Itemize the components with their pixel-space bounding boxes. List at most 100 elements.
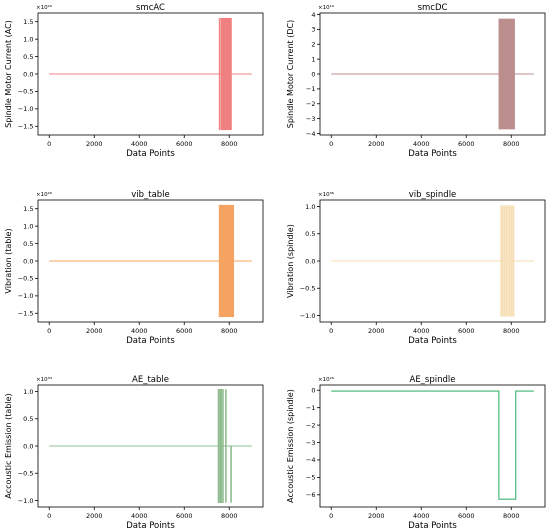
y-axis-label: Accoustic Emission (spindle) xyxy=(286,389,295,503)
y-tick-label: 1.5 xyxy=(23,205,33,213)
y-tick-label: 4 xyxy=(311,11,315,19)
y-tick-label: −3 xyxy=(306,115,316,123)
y-tick-label: −5 xyxy=(306,474,316,482)
x-tick-label: 0 xyxy=(47,327,51,335)
y-tick-label: −1.5 xyxy=(18,310,34,318)
y-axis-label: Vibration (table) xyxy=(4,228,13,293)
y-tick-label: −3 xyxy=(306,439,316,447)
x-tick-label: 2000 xyxy=(368,512,385,520)
y-tick-label: −1 xyxy=(306,85,316,93)
x-tick-label: 4000 xyxy=(131,512,148,520)
x-tick-label: 2000 xyxy=(86,140,103,148)
chart-panel-vib-spindle: 0 2000 4000 6000 8000 −1.0 −0.5 0.0 0.5 1.0 vib_sp… xyxy=(286,190,546,346)
y-tick-label: −1 xyxy=(306,404,316,412)
chart-panel-ae-spindle: 0 2000 4000 6000 8000 −6 −5 −4 −3 −2 −1 0 AE_spindle… xyxy=(286,375,546,531)
x-tick-label: 8000 xyxy=(503,140,520,148)
x-tick-label: 0 xyxy=(329,512,333,520)
x-tick-label: 8000 xyxy=(221,512,238,520)
chart-panel-vib-table: 0 2000 4000 6000 8000 −1.5 −1.0 −0.5 0.0 0.5 1.0 1.… xyxy=(4,190,264,346)
chart-title: vib_table xyxy=(131,190,170,200)
y-tick-label: 1.5 xyxy=(23,18,33,26)
y-tick-label: 0.0 xyxy=(23,442,33,450)
x-axis-label: Data Points xyxy=(408,149,457,159)
y-tick-label: 1.0 xyxy=(305,203,315,211)
x-tick-label: 2000 xyxy=(86,512,103,520)
axis-offset-text: ×10²⁹ xyxy=(36,4,52,11)
chart-title: smcDC xyxy=(418,3,448,13)
y-tick-label: −2 xyxy=(306,100,316,108)
axis-offset-text: ×10¹⁹ xyxy=(318,4,334,11)
x-tick-label: 8000 xyxy=(503,512,520,520)
x-tick-label: 6000 xyxy=(458,512,475,520)
x-tick-label: 8000 xyxy=(221,140,238,148)
signal-band-3 xyxy=(220,389,222,503)
chart-panel-ae-table: 0 2000 4000 6000 8000 −1.0 −0.5 0.0 0.5 1.0 AE_tab… xyxy=(4,375,264,531)
x-tick-label: 0 xyxy=(47,140,51,148)
signal-band-1 xyxy=(498,18,515,130)
y-axis-label: Accoustic Emission (table) xyxy=(4,393,13,498)
signal-band-2 xyxy=(220,17,232,131)
x-tick-label: 4000 xyxy=(413,512,430,520)
x-tick-label: 6000 xyxy=(458,140,475,148)
signal-band-1 xyxy=(218,17,221,131)
y-tick-label: −0.5 xyxy=(300,285,316,293)
axis-offset-text: ×10²⁹ xyxy=(36,191,52,198)
y-tick-label: −0.5 xyxy=(18,275,34,283)
y-tick-label: −1.0 xyxy=(300,312,316,320)
x-tick-label: 4000 xyxy=(131,327,148,335)
y-tick-label: 0 xyxy=(311,387,315,395)
y-tick-label: −1.0 xyxy=(18,497,34,505)
x-tick-label: 6000 xyxy=(176,327,193,335)
y-tick-label: −1.5 xyxy=(18,123,34,131)
x-axis-label: Data Points xyxy=(126,149,175,159)
y-tick-label: 0 xyxy=(311,70,315,78)
chart-title: vib_spindle xyxy=(409,190,457,200)
x-tick-label: 0 xyxy=(329,140,333,148)
chart-title: smcAC xyxy=(136,3,165,13)
y-tick-label: −1.0 xyxy=(18,105,34,113)
y-tick-label: 0.0 xyxy=(305,257,315,265)
y-tick-label: 3 xyxy=(311,26,315,34)
y-tick-label: 1 xyxy=(311,55,315,63)
x-tick-label: 6000 xyxy=(458,327,475,335)
y-tick-label: −1.0 xyxy=(18,292,34,300)
y-tick-label: 1.0 xyxy=(23,35,33,43)
y-tick-label: 0.5 xyxy=(23,415,33,423)
x-tick-label: 2000 xyxy=(368,140,385,148)
axis-offset-text: ×10³⁶ xyxy=(318,191,335,198)
y-axis-label: Vibration (spindle) xyxy=(286,224,295,298)
y-tick-label: −0.5 xyxy=(18,470,34,478)
x-axis-label: Data Points xyxy=(408,521,457,531)
y-tick-label: 0.0 xyxy=(23,70,33,78)
y-tick-label: 0.5 xyxy=(23,53,33,61)
x-tick-label: 6000 xyxy=(176,140,193,148)
y-tick-label: 0.5 xyxy=(23,240,33,248)
x-tick-label: 8000 xyxy=(503,327,520,335)
y-tick-label: −0.5 xyxy=(18,88,34,96)
x-tick-label: 2000 xyxy=(86,327,103,335)
signal-band-4 xyxy=(222,389,224,503)
y-tick-label: 1.0 xyxy=(23,388,33,396)
y-tick-label: 1.0 xyxy=(23,222,33,230)
y-axis-label: Spindle Motor Current (AC) xyxy=(4,20,13,128)
signal-band-1 xyxy=(218,204,235,318)
y-tick-label: 0.5 xyxy=(305,230,315,238)
chart-title: AE_spindle xyxy=(410,375,456,385)
y-tick-label: −4 xyxy=(306,456,316,464)
chart-panel-smcdc: 0 2000 4000 6000 8000 −4 −3 −2 −1 0 1 2 3 4 smcDC Data … xyxy=(286,3,546,159)
y-tick-label: −4 xyxy=(306,130,316,138)
y-tick-label: −6 xyxy=(306,491,316,499)
chart-title: AE_table xyxy=(132,375,169,385)
y-axis-label: Spindle Motor Current (DC) xyxy=(286,20,295,128)
y-tick-label: 0.0 xyxy=(23,257,33,265)
x-tick-label: 0 xyxy=(47,512,51,520)
x-axis-label: Data Points xyxy=(126,521,175,531)
axis-offset-text: ×10²⁶ xyxy=(318,376,335,383)
chart-panel-smcac: 0 2000 4000 6000 8000 −1.5 −1.0 −0.5 0.0 0.5 1.0 1.… xyxy=(4,3,264,159)
x-tick-label: 2000 xyxy=(368,327,385,335)
y-tick-label: −2 xyxy=(306,421,316,429)
x-tick-label: 0 xyxy=(329,327,333,335)
x-tick-label: 4000 xyxy=(413,140,430,148)
signal-band-1 xyxy=(217,389,220,503)
